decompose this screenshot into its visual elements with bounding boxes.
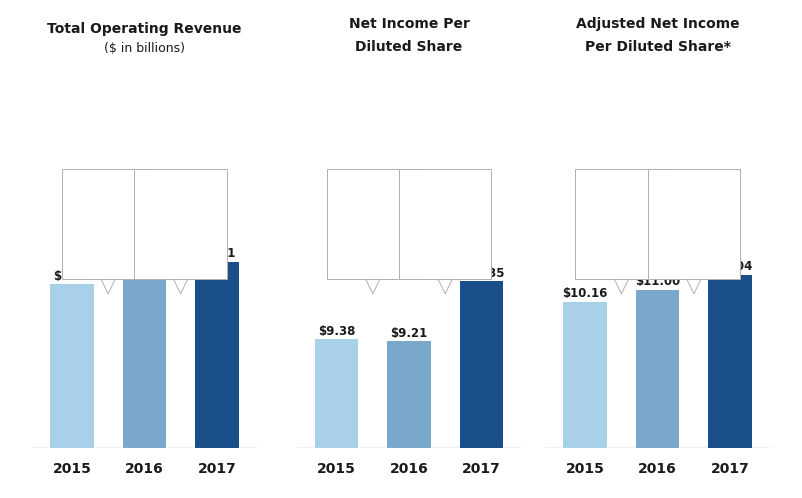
Text: $84.2: $84.2 bbox=[126, 257, 163, 270]
Text: 1.8%: 1.8% bbox=[352, 193, 394, 208]
Text: Increase: Increase bbox=[154, 230, 207, 240]
Text: $9.21: $9.21 bbox=[391, 327, 427, 340]
Text: 2015–2016: 2015–2016 bbox=[344, 254, 402, 264]
Text: $11.00: $11.00 bbox=[635, 275, 680, 288]
Text: $14.35: $14.35 bbox=[459, 267, 504, 280]
Text: 9.5%: 9.5% bbox=[673, 193, 715, 208]
Bar bbox=[195, 262, 238, 448]
Text: 55.8%: 55.8% bbox=[419, 193, 472, 208]
Text: ($ in billions): ($ in billions) bbox=[104, 42, 184, 55]
Bar bbox=[564, 302, 607, 448]
Text: $12.04: $12.04 bbox=[707, 260, 753, 273]
Text: $10.16: $10.16 bbox=[562, 287, 608, 300]
Text: $89.1: $89.1 bbox=[198, 247, 236, 260]
Text: Increase: Increase bbox=[667, 230, 720, 240]
Text: 2016–2017: 2016–2017 bbox=[152, 254, 209, 264]
Bar bbox=[460, 281, 503, 448]
Bar bbox=[123, 272, 166, 448]
Text: Adjusted Net Income: Adjusted Net Income bbox=[576, 17, 739, 31]
Bar bbox=[51, 284, 94, 448]
Bar bbox=[636, 289, 679, 448]
Text: 2016–2017: 2016–2017 bbox=[665, 254, 723, 264]
Text: Net Income Per: Net Income Per bbox=[349, 17, 469, 31]
Text: 2015–2016: 2015–2016 bbox=[593, 254, 650, 264]
Text: 5.8%: 5.8% bbox=[160, 193, 201, 208]
Bar bbox=[315, 339, 358, 448]
Text: 2016–2017: 2016–2017 bbox=[416, 254, 474, 264]
Text: 2015–2016: 2015–2016 bbox=[79, 254, 137, 264]
Bar bbox=[708, 274, 751, 448]
Text: Increase: Increase bbox=[595, 230, 648, 240]
Text: $78.4: $78.4 bbox=[53, 269, 91, 282]
Text: 7.4%: 7.4% bbox=[87, 193, 129, 208]
Text: $9.38: $9.38 bbox=[318, 325, 355, 338]
Bar bbox=[387, 341, 431, 448]
Text: Total Operating Revenue: Total Operating Revenue bbox=[47, 22, 241, 36]
Text: Increase: Increase bbox=[419, 230, 472, 240]
Text: Decrease: Decrease bbox=[344, 230, 402, 240]
Text: Per Diluted Share*: Per Diluted Share* bbox=[585, 40, 731, 54]
Text: Diluted Share: Diluted Share bbox=[355, 40, 463, 54]
Text: Increase: Increase bbox=[82, 230, 135, 240]
Text: 8.3%: 8.3% bbox=[601, 193, 642, 208]
